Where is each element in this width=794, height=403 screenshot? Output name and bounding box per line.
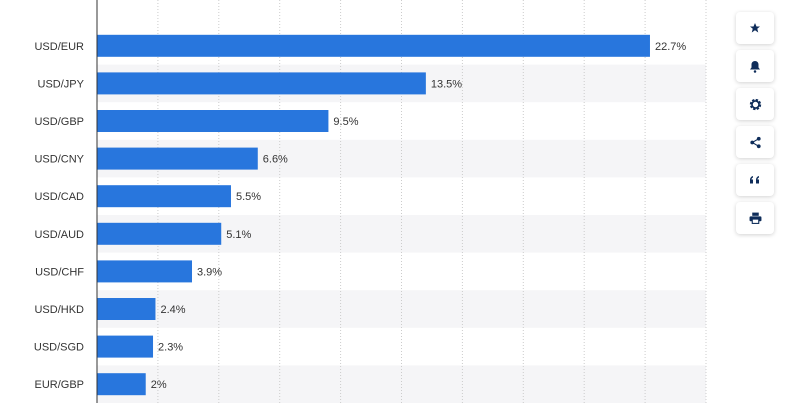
category-label: USD/HKD (34, 304, 84, 316)
share-icon (749, 136, 761, 148)
favorite-button[interactable] (736, 12, 774, 44)
data-label: 22.7% (655, 41, 686, 53)
bar (97, 34, 650, 57)
bar (97, 260, 193, 283)
data-label: 5.1% (226, 229, 251, 241)
chart-area: USD/EUR 22.7% USD/JPY 13.5% USD/GBP 9.5% USD/C… (34, 0, 707, 403)
data-label: 5.5% (236, 191, 261, 203)
category-label: USD/GBP (34, 116, 84, 128)
bar (97, 373, 146, 396)
bar (97, 185, 231, 208)
category-label: EUR/GBP (34, 379, 84, 391)
category-label: USD/SGD (34, 342, 84, 354)
quote-icon (750, 176, 759, 184)
bar-chart: USD/EUR 22.7% USD/JPY 13.5% USD/GBP 9.5% USD/C… (34, 0, 707, 403)
chart-toolbar (736, 12, 776, 240)
category-label: USD/AUD (34, 229, 84, 241)
star-icon (750, 23, 760, 33)
category-label: USD/CAD (34, 191, 84, 203)
cite-button[interactable] (736, 164, 774, 196)
category-label: USD/JPY (38, 78, 85, 90)
settings-button[interactable] (736, 88, 774, 120)
gear-icon (749, 98, 761, 110)
data-label: 3.9% (197, 266, 222, 278)
category-label: USD/CNY (34, 154, 84, 166)
printer-icon (749, 212, 761, 224)
data-label: 9.5% (333, 116, 358, 128)
share-button[interactable] (736, 126, 774, 158)
bar (97, 110, 329, 132)
category-label: USD/EUR (34, 41, 84, 53)
data-label: 2.3% (158, 342, 183, 354)
bar (97, 147, 258, 170)
bell-icon (750, 60, 760, 73)
data-label: 13.5% (431, 78, 462, 90)
category-label: USD/CHF (35, 266, 84, 278)
bar (97, 72, 426, 95)
data-label: 2.4% (160, 304, 185, 316)
data-label: 2% (151, 379, 167, 391)
bar (97, 335, 154, 358)
notification-button[interactable] (736, 50, 774, 82)
bar (97, 222, 222, 245)
data-label: 6.6% (263, 154, 288, 166)
bar (97, 298, 156, 320)
print-button[interactable] (736, 202, 774, 234)
